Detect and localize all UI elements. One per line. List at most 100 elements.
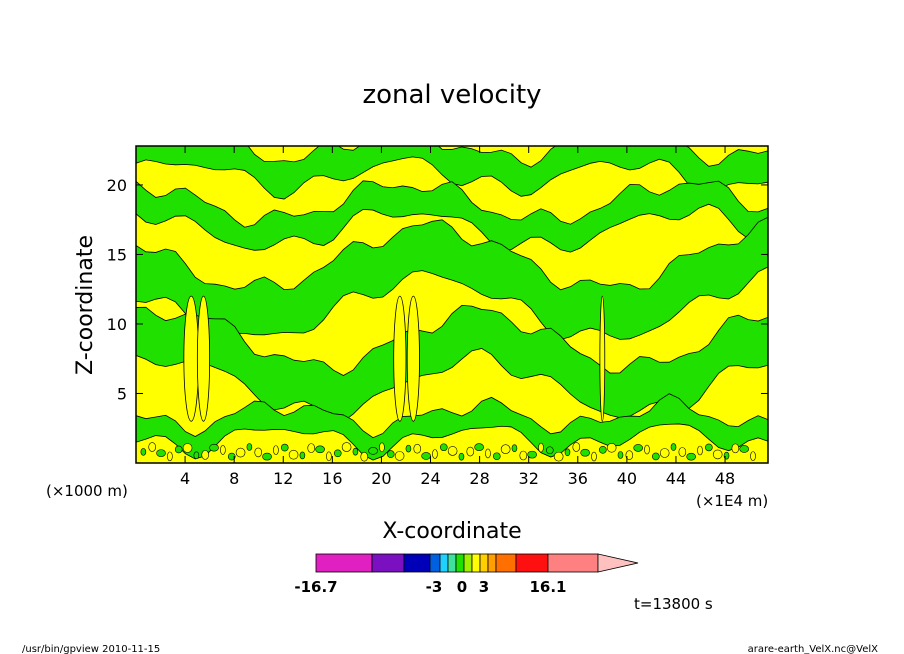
x-tick-label: 28 <box>469 469 489 488</box>
ground-cell <box>633 444 643 452</box>
y-axis: 5 10 15 20 <box>107 176 768 403</box>
ground-cell <box>670 443 677 451</box>
footer-left: /usr/bin/gpview 2010-11-15 <box>22 644 160 654</box>
ground-cell <box>458 452 465 461</box>
colorbar-segment <box>439 553 449 573</box>
colorbar-tick-label: -16.7 <box>294 578 337 596</box>
colorbar-segment <box>495 553 517 573</box>
ground-cell <box>341 442 352 452</box>
near-ground-cells <box>140 442 756 462</box>
negative-band <box>136 146 768 200</box>
ground-cell <box>156 449 166 457</box>
colorbar-segment <box>487 553 497 573</box>
ground-cell <box>500 444 511 454</box>
x-tick-label: 36 <box>568 469 588 488</box>
ground-cell <box>167 451 173 462</box>
chart-title: zonal velocity <box>362 80 541 110</box>
ground-cell <box>352 447 359 456</box>
colorbar-tick-label: 16.1 <box>529 578 566 596</box>
colorbar <box>315 553 639 573</box>
ground-cell <box>421 452 431 460</box>
ground-cell <box>254 447 263 458</box>
ground-cell <box>413 443 422 454</box>
narrow-cell <box>183 295 199 422</box>
colorbar-segment <box>455 553 465 573</box>
ground-cell <box>485 448 491 459</box>
ground-cell <box>564 448 571 457</box>
x-tick-label: 44 <box>666 469 686 488</box>
ground-cell <box>273 445 279 455</box>
x-tick-label: 32 <box>519 469 539 488</box>
ground-cell <box>360 451 369 462</box>
ground-cell <box>644 444 650 455</box>
plot-frame <box>135 145 769 464</box>
ground-cell <box>553 451 564 462</box>
ground-cell <box>617 451 624 459</box>
ground-cell <box>299 451 306 460</box>
negative-band <box>136 180 768 253</box>
ground-cell <box>750 451 756 461</box>
ground-cell <box>148 442 156 452</box>
colorbar-segment <box>429 553 441 573</box>
ground-cell <box>209 443 219 452</box>
negative-band <box>136 216 768 340</box>
colorbar-segment <box>479 553 489 573</box>
ground-cell <box>599 446 607 454</box>
ground-cell <box>280 443 289 452</box>
y-axis-title: Z-coordinate <box>73 235 98 375</box>
ground-cell <box>492 452 501 461</box>
ground-cell <box>705 443 713 452</box>
ground-cell <box>580 448 590 457</box>
colorbar-segment <box>471 553 481 573</box>
ground-cell <box>712 449 723 460</box>
x-tick-label: 48 <box>715 469 735 488</box>
x-axis-title: X-coordinate <box>382 519 521 544</box>
ground-cell <box>140 448 147 456</box>
ground-cell <box>466 446 475 457</box>
ground-cell <box>405 444 412 453</box>
y-tick-label: 10 <box>107 315 127 334</box>
x-unit-left-label: (×1000 m) <box>46 482 128 500</box>
x-tick-label: 16 <box>322 469 342 488</box>
ground-cell <box>439 443 448 452</box>
ground-cell <box>386 450 395 458</box>
ground-cell <box>235 447 246 458</box>
ground-cell <box>447 446 458 456</box>
colorbar-segment <box>371 553 405 573</box>
y-tick-label: 20 <box>107 176 127 195</box>
ground-cell <box>307 443 316 453</box>
colorbar-tick-labels: -16.7 -3 0 3 16.1 <box>294 578 566 596</box>
x-tick-label: 8 <box>229 469 239 488</box>
ground-cell <box>246 443 253 451</box>
colorbar-segment <box>547 553 599 573</box>
ground-cell <box>193 451 200 460</box>
ground-cell <box>315 445 325 454</box>
colorbar-segment <box>315 553 373 573</box>
colorbar-arrow <box>597 553 639 573</box>
footer-right: arare-earth_VelX.nc@VelX <box>748 644 879 654</box>
ground-cell <box>606 442 617 453</box>
time-label: t=13800 s <box>634 595 713 613</box>
ground-cell <box>546 446 554 455</box>
ground-cell <box>519 450 528 461</box>
x-tick-label: 20 <box>371 469 391 488</box>
ground-cell <box>326 451 332 462</box>
x-tick-label: 40 <box>617 469 637 488</box>
ground-cell <box>368 447 378 455</box>
x-tick-label: 12 <box>273 469 293 488</box>
y-tick-label: 5 <box>117 384 127 403</box>
x-tick-label: 4 <box>180 469 190 488</box>
ground-cell <box>432 449 438 459</box>
colorbar-segment <box>447 553 457 573</box>
colorbar-segment <box>403 553 431 573</box>
narrow-cell <box>599 295 606 422</box>
ground-cell <box>697 445 703 456</box>
ground-cell <box>220 445 226 455</box>
ground-cell <box>379 442 385 453</box>
ground-cell <box>394 451 405 461</box>
ground-cell <box>174 445 183 454</box>
x-axis: 4 8 12 16 20 24 28 32 36 40 44 48 <box>180 146 735 488</box>
x-unit-right-label: (×1E4 m) <box>696 492 768 510</box>
colorbar-tick-label: 0 <box>457 578 467 596</box>
